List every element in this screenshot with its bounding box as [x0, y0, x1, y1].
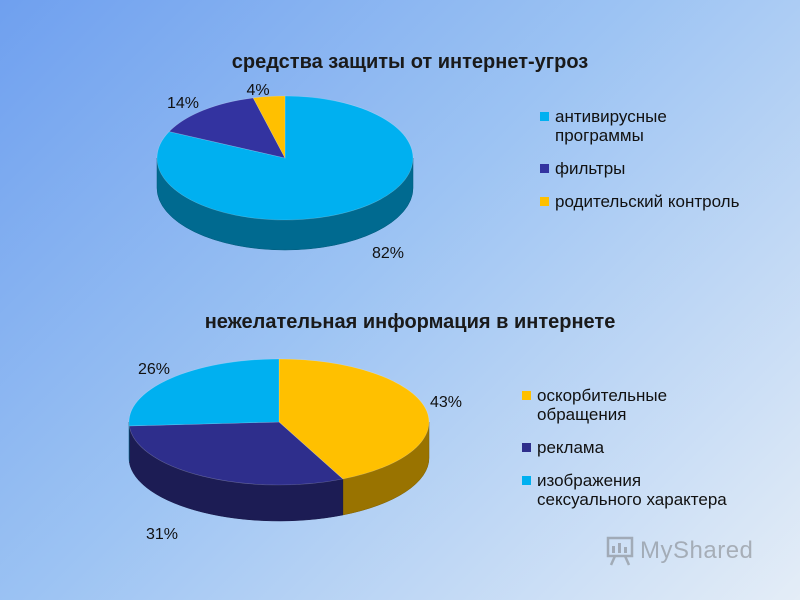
chart2-legend-item-2: изображения сексуального характера — [522, 471, 727, 509]
legend-label: оскорбительные обращения — [537, 386, 668, 424]
watermark-logo: MyShared — [606, 536, 753, 566]
chart1-data-label-1: 14% — [167, 95, 199, 112]
presentation-board-icon — [606, 536, 634, 566]
chart2-data-label-1: 31% — [146, 526, 178, 543]
watermark-text: MyShared — [640, 537, 754, 564]
chart1-slice-2 — [252, 95, 286, 159]
chart2-legend-item-1: реклама — [522, 438, 727, 457]
chart2-legend: оскорбительные обращения реклама изображени… — [522, 386, 727, 523]
chart2-slice-2 — [128, 358, 280, 427]
chart1-legend-item-2: родительский контроль — [540, 192, 739, 211]
legend-label: реклама — [537, 438, 605, 457]
chart1-legend-item-0: антивирусные программы — [540, 107, 739, 145]
chart1-title: средства защиты от интернет-угроз — [232, 51, 589, 73]
legend-swatch — [522, 443, 531, 452]
chart1-data-label-0: 82% — [372, 245, 404, 262]
chart2-legend-item-0: оскорбительные обращения — [522, 386, 727, 424]
legend-label: антивирусные программы — [555, 107, 667, 145]
legend-swatch — [540, 112, 549, 121]
legend-swatch — [522, 391, 531, 400]
chart2-pie: 43% 31% 26% — [128, 358, 462, 543]
chart1-slice-1 — [168, 97, 286, 159]
chart2-slice-1 — [128, 421, 344, 486]
chart1-pie: 82% 14% 4% — [156, 82, 414, 262]
legend-label: изображения сексуального характера — [537, 471, 727, 509]
legend-label: фильтры — [555, 159, 626, 178]
chart2-slice-0 — [278, 358, 430, 480]
legend-swatch — [522, 476, 531, 485]
chart1-legend: антивирусные программы фильтры родительский… — [540, 107, 739, 225]
legend-label: родительский контроль — [555, 192, 740, 211]
chart1-data-label-2: 4% — [246, 82, 269, 99]
chart1-slice-0 — [156, 95, 414, 221]
legend-swatch — [540, 197, 549, 206]
legend-swatch — [540, 164, 549, 173]
chart2-title: нежелательная информация в интернете — [205, 311, 616, 333]
chart2-data-label-0: 43% — [430, 394, 462, 411]
chart1-legend-item-1: фильтры — [540, 159, 739, 178]
chart2-data-label-2: 26% — [138, 361, 170, 378]
